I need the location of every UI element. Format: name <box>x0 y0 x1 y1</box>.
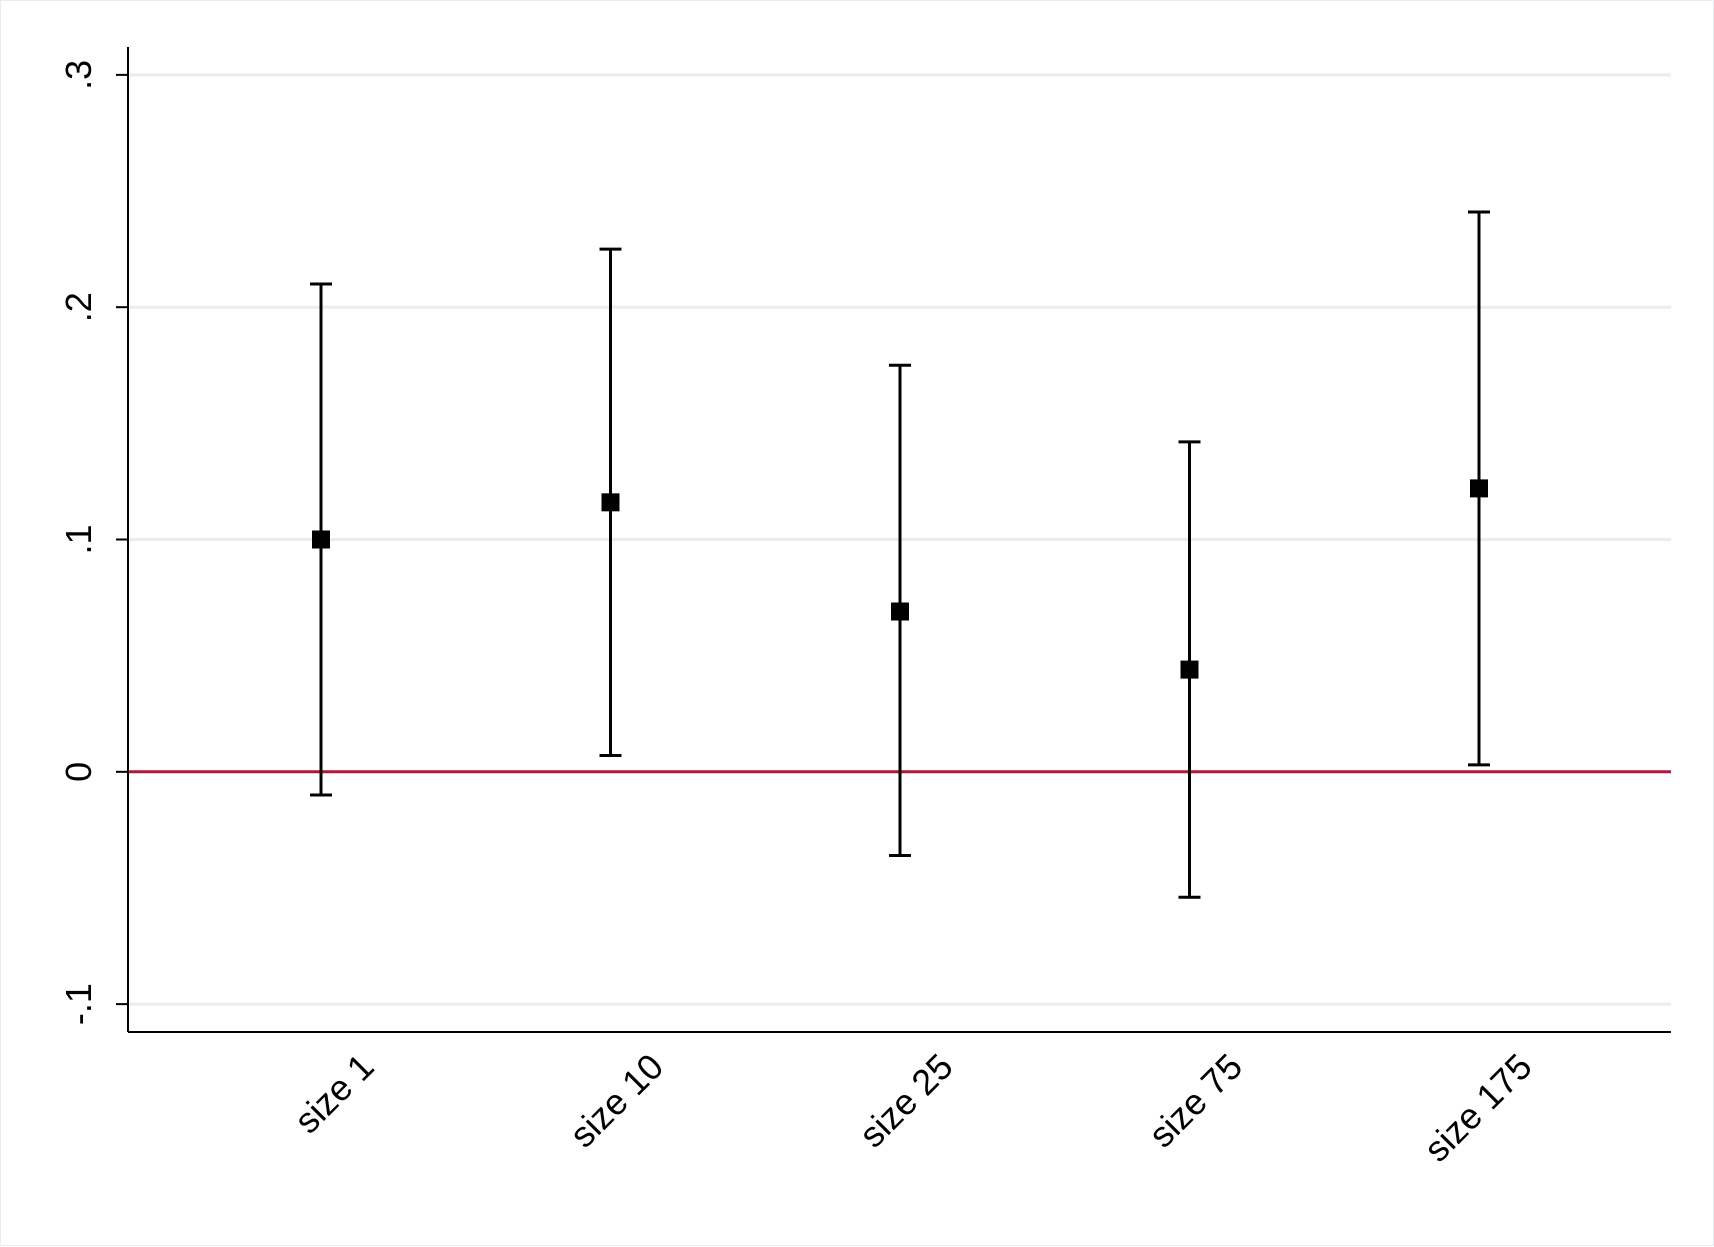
x-tick-label: size 10 <box>562 1046 672 1156</box>
estimates-series <box>310 210 1490 899</box>
y-tick-label: -.1 <box>58 983 99 1025</box>
y-tick-label: .1 <box>58 524 99 554</box>
x-tick-label: size 1 <box>286 1046 381 1141</box>
x-tick-label: size 175 <box>1416 1046 1540 1170</box>
y-tick-label: 0 <box>58 762 99 782</box>
y-tick-label: .2 <box>58 292 99 322</box>
estimate-marker <box>1180 660 1199 679</box>
x-tick-label: size 75 <box>1141 1046 1251 1156</box>
y-axis-ticks: -.1 0 .1 .2 .3 <box>58 60 128 1025</box>
estimate-marker <box>1470 479 1488 498</box>
estimate-marker <box>891 602 909 621</box>
x-axis-tick-labels: size 1 size 10 size 25 size 75 size 175 <box>286 1046 1539 1170</box>
estimate-marker <box>312 530 330 549</box>
y-tick-label: .3 <box>58 60 99 90</box>
x-tick-label: size 25 <box>851 1046 961 1156</box>
estimate-marker <box>601 493 620 512</box>
